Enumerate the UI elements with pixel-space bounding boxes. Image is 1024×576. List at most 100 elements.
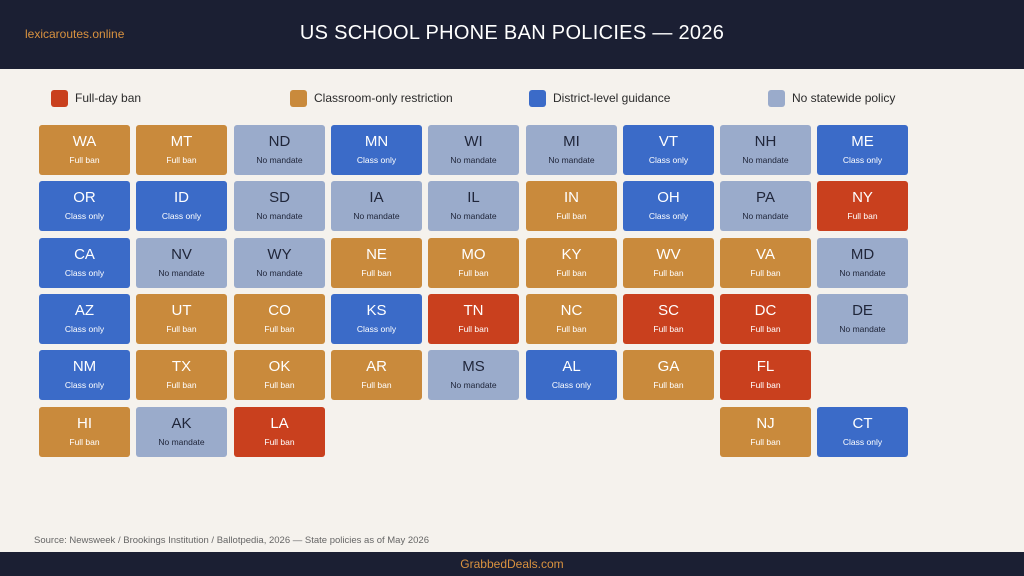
state-tile-az[interactable]: AZ Class only xyxy=(39,294,130,344)
state-status: No mandate xyxy=(839,268,886,278)
state-status: Full ban xyxy=(653,380,684,390)
state-tile-oh[interactable]: OH Class only xyxy=(623,181,714,231)
state-tile-ok[interactable]: OK Full ban xyxy=(234,350,325,400)
state-tile-nh[interactable]: NH No mandate xyxy=(720,125,811,175)
state-tile-va[interactable]: VA Full ban xyxy=(720,238,811,288)
state-tile-wi[interactable]: WI No mandate xyxy=(428,125,519,175)
state-abbr: OR xyxy=(73,189,96,206)
state-abbr: CT xyxy=(852,415,873,432)
state-abbr: ND xyxy=(268,133,291,150)
state-tile-fl[interactable]: FL Full ban xyxy=(720,350,811,400)
state-tile-vt[interactable]: VT Class only xyxy=(623,125,714,175)
state-status: Class only xyxy=(648,211,689,221)
legend-swatch xyxy=(529,89,546,107)
state-tile-il[interactable]: IL No mandate xyxy=(428,181,519,231)
site-name[interactable]: lexicaroutes.online xyxy=(25,27,125,41)
state-status: Class only xyxy=(356,324,397,334)
state-tile-sd[interactable]: SD No mandate xyxy=(234,181,325,231)
legend-item-district: District-level guidance xyxy=(529,89,670,107)
state-tile-ny[interactable]: NY Full ban xyxy=(817,181,908,231)
state-tile-ca[interactable]: CA Class only xyxy=(39,238,130,288)
state-status: No mandate xyxy=(450,380,497,390)
legend-swatch xyxy=(290,89,307,107)
state-abbr: WI xyxy=(464,133,483,150)
state-abbr: NY xyxy=(852,189,873,206)
state-status: Full ban xyxy=(750,380,781,390)
page-title: US SCHOOL PHONE BAN POLICIES — 2026 xyxy=(299,22,725,44)
state-status: Full ban xyxy=(556,324,587,334)
state-tile-wy[interactable]: WY No mandate xyxy=(234,238,325,288)
state-tile-mi[interactable]: MI No mandate xyxy=(526,125,617,175)
state-tile-ks[interactable]: KS Class only xyxy=(331,294,422,344)
state-tile-id[interactable]: ID Class only xyxy=(136,181,227,231)
state-tile-hi[interactable]: HI Full ban xyxy=(39,407,130,457)
legend-item-none: No statewide policy xyxy=(768,89,895,107)
state-status: Class only xyxy=(64,324,105,334)
state-tile-dc[interactable]: DC Full ban xyxy=(720,294,811,344)
state-tile-nm[interactable]: NM Class only xyxy=(39,350,130,400)
state-tile-nc[interactable]: NC Full ban xyxy=(526,294,617,344)
state-tile-ia[interactable]: IA No mandate xyxy=(331,181,422,231)
state-tile-ms[interactable]: MS No mandate xyxy=(428,350,519,400)
state-abbr: ID xyxy=(174,189,189,206)
state-tile-me[interactable]: ME Class only xyxy=(817,125,908,175)
state-tile-ky[interactable]: KY Full ban xyxy=(526,238,617,288)
state-tile-co[interactable]: CO Full ban xyxy=(234,294,325,344)
state-status: Full ban xyxy=(750,324,781,334)
state-tile-ut[interactable]: UT Full ban xyxy=(136,294,227,344)
state-tile-pa[interactable]: PA No mandate xyxy=(720,181,811,231)
state-status: Full ban xyxy=(166,380,197,390)
state-tile-mn[interactable]: MN Class only xyxy=(331,125,422,175)
state-tile-ga[interactable]: GA Full ban xyxy=(623,350,714,400)
state-abbr: WV xyxy=(656,246,681,263)
state-abbr: CO xyxy=(268,302,291,319)
state-tile-ak[interactable]: AK No mandate xyxy=(136,407,227,457)
state-tile-ne[interactable]: NE Full ban xyxy=(331,238,422,288)
state-tile-mt[interactable]: MT Full ban xyxy=(136,125,227,175)
state-tile-in[interactable]: IN Full ban xyxy=(526,181,617,231)
state-tile-tn[interactable]: TN Full ban xyxy=(428,294,519,344)
state-status: Full ban xyxy=(264,324,295,334)
state-abbr: GA xyxy=(657,358,680,375)
state-tile-wa[interactable]: WA Full ban xyxy=(39,125,130,175)
state-tile-ct[interactable]: CT Class only xyxy=(817,407,908,457)
state-tile-sc[interactable]: SC Full ban xyxy=(623,294,714,344)
state-status: No mandate xyxy=(353,211,400,221)
state-status: Full ban xyxy=(653,324,684,334)
state-abbr: VT xyxy=(658,133,679,150)
state-tile-nv[interactable]: NV No mandate xyxy=(136,238,227,288)
state-abbr: NV xyxy=(171,246,192,263)
state-abbr: MN xyxy=(364,133,389,150)
state-status: Full ban xyxy=(69,155,100,165)
state-tile-nd[interactable]: ND No mandate xyxy=(234,125,325,175)
state-tile-or[interactable]: OR Class only xyxy=(39,181,130,231)
state-status: Class only xyxy=(64,211,105,221)
state-tile-md[interactable]: MD No mandate xyxy=(817,238,908,288)
state-tile-de[interactable]: DE No mandate xyxy=(817,294,908,344)
state-abbr: SD xyxy=(269,189,290,206)
state-abbr: SC xyxy=(658,302,679,319)
state-tile-ar[interactable]: AR Full ban xyxy=(331,350,422,400)
state-status: No mandate xyxy=(839,324,886,334)
state-abbr: LA xyxy=(270,415,289,432)
state-abbr: KY xyxy=(561,246,582,263)
state-abbr: MD xyxy=(850,246,875,263)
state-abbr: MO xyxy=(461,246,486,263)
state-tile-la[interactable]: LA Full ban xyxy=(234,407,325,457)
state-tile-al[interactable]: AL Class only xyxy=(526,350,617,400)
state-status: Class only xyxy=(356,155,397,165)
state-tile-wv[interactable]: WV Full ban xyxy=(623,238,714,288)
state-status: Class only xyxy=(842,155,883,165)
state-abbr: IA xyxy=(369,189,384,206)
state-status: Full ban xyxy=(750,268,781,278)
state-abbr: WA xyxy=(72,133,97,150)
state-status: No mandate xyxy=(742,211,789,221)
state-status: Class only xyxy=(64,268,105,278)
state-tile-mo[interactable]: MO Full ban xyxy=(428,238,519,288)
state-status: Full ban xyxy=(361,268,392,278)
footer-link[interactable]: GrabbedDeals.com xyxy=(460,557,564,571)
state-tile-nj[interactable]: NJ Full ban xyxy=(720,407,811,457)
state-abbr: MI xyxy=(563,133,580,150)
state-abbr: TX xyxy=(171,358,192,375)
state-tile-tx[interactable]: TX Full ban xyxy=(136,350,227,400)
